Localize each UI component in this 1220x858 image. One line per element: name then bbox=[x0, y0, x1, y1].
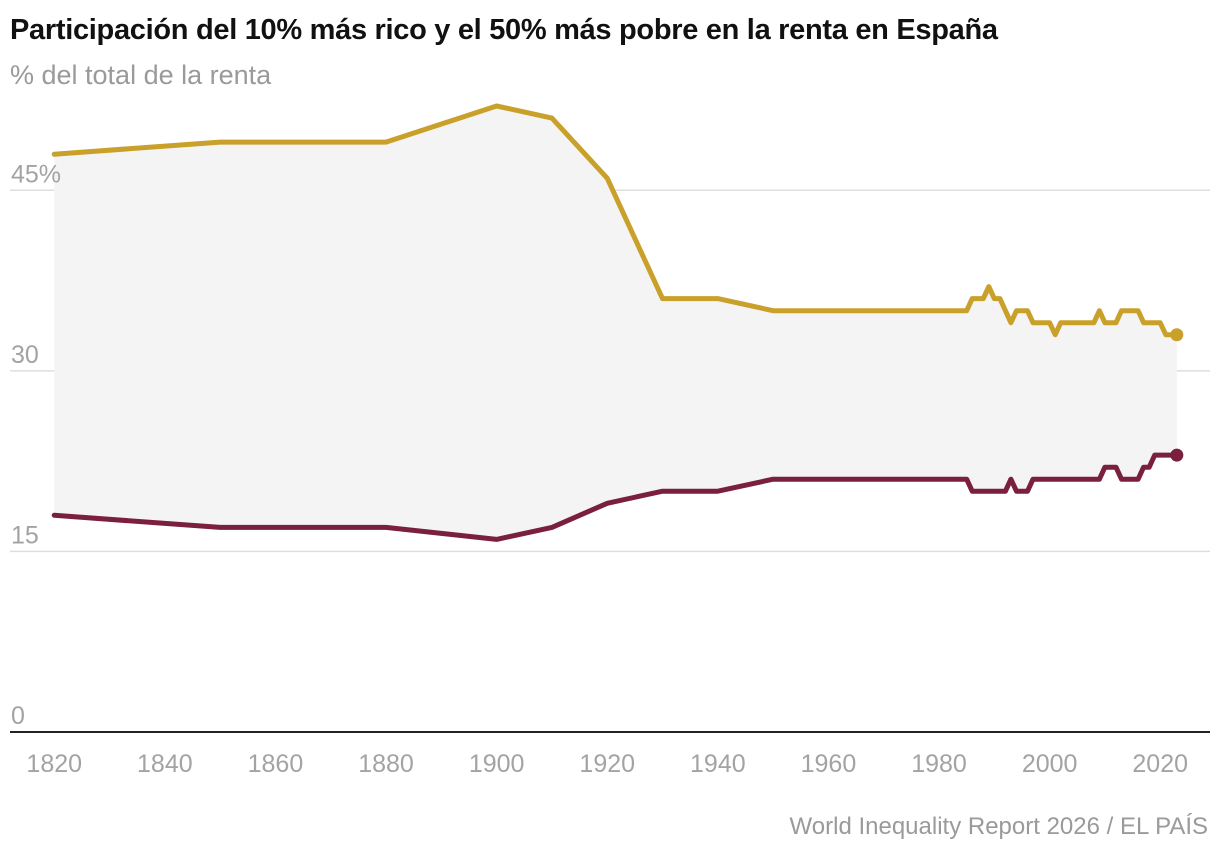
series-line-bottom50 bbox=[51, 452, 1180, 542]
series-line-top10 bbox=[51, 103, 1180, 338]
y-tick-label-3: 45% bbox=[11, 160, 61, 188]
y-tick-label-0: 0 bbox=[11, 702, 25, 730]
label-layer: 0 15 30 45% 1820 1840 1860 1880 1900 1920 1940 1960… bbox=[11, 160, 1188, 778]
source-note: World Inequality Report 2026 / EL PAÍS bbox=[789, 813, 1208, 840]
band-layer bbox=[54, 106, 1177, 540]
x-tick-label-1960: 1960 bbox=[801, 750, 857, 778]
series-layer bbox=[51, 103, 1184, 542]
chart-title: Participación del 10% más rico y el 50% … bbox=[10, 14, 998, 46]
x-tick-label-1860: 1860 bbox=[248, 750, 304, 778]
series-end-marker-bottom50 bbox=[1170, 448, 1184, 462]
x-tick-label-1840: 1840 bbox=[137, 750, 193, 778]
x-tick-label-1940: 1940 bbox=[690, 750, 746, 778]
x-tick-label-2020: 2020 bbox=[1132, 750, 1188, 778]
y-tick-label-2: 30 bbox=[11, 341, 39, 369]
x-tick-label-1880: 1880 bbox=[358, 750, 414, 778]
chart-subtitle: % del total de la renta bbox=[10, 60, 272, 90]
y-tick-label-1: 15 bbox=[11, 521, 39, 549]
x-tick-label-1820: 1820 bbox=[26, 750, 82, 778]
x-tick-label-1920: 1920 bbox=[579, 750, 635, 778]
gap-band bbox=[54, 106, 1177, 540]
x-tick-label-2000: 2000 bbox=[1022, 750, 1078, 778]
x-tick-label-1900: 1900 bbox=[469, 750, 525, 778]
x-tick-label-1980: 1980 bbox=[911, 750, 967, 778]
series-end-marker-top10 bbox=[1170, 328, 1184, 342]
